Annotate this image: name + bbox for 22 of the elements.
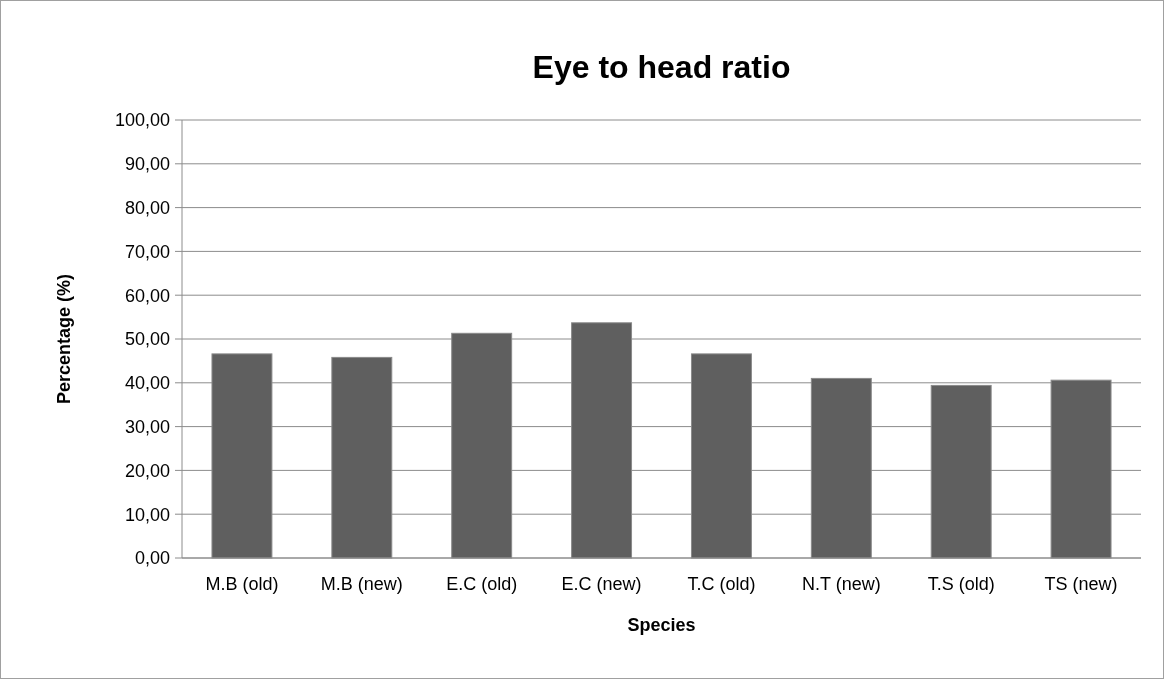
y-tick-label: 40,00 [124, 373, 170, 394]
x-tick-label: N.T (new) [801, 574, 881, 594]
x-tick-label: TS (new) [1044, 574, 1118, 594]
y-tick-label: 60,00 [124, 285, 170, 306]
y-tick-label: 70,00 [124, 241, 170, 262]
x-tick-label: T.S (old) [927, 574, 995, 594]
y-tick-label: 0,00 [134, 548, 170, 569]
y-axis-title: Percentage (%) [54, 273, 74, 405]
x-axis-title: Species [627, 615, 696, 635]
y-tick-label: 90,00 [124, 154, 170, 175]
x-tick-label: M.B (old) [205, 574, 279, 594]
x-tick-label: E.C (new) [561, 574, 642, 594]
y-tick-label: 10,00 [124, 504, 170, 525]
x-tick-label: M.B (new) [320, 574, 403, 594]
y-tick-label: 50,00 [124, 329, 170, 350]
x-tick-label: E.C (old) [446, 574, 518, 594]
y-tick-label: 80,00 [124, 197, 170, 218]
chart-title: Eye to head ratio [532, 49, 791, 85]
y-tick-label: 100,00 [114, 110, 170, 131]
x-tick-label: T.C (old) [687, 574, 756, 594]
y-tick-label: 30,00 [124, 416, 170, 437]
y-tick-label: 20,00 [124, 460, 170, 481]
